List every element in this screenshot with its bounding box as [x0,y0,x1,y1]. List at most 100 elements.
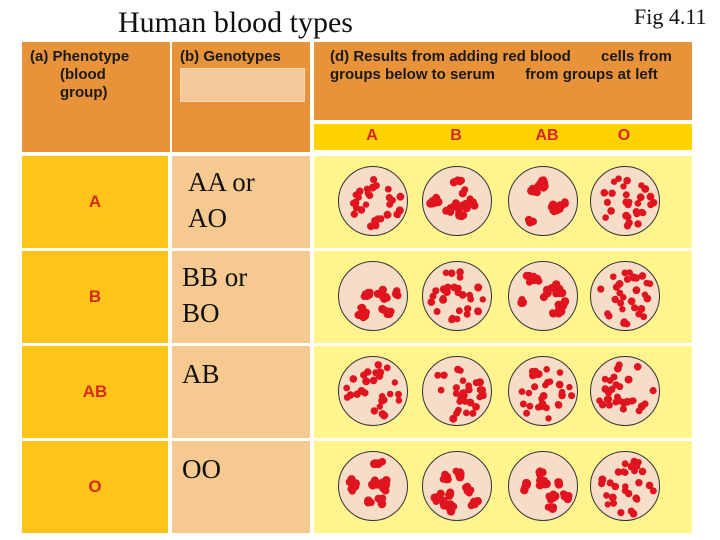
red-blood-cell [605,312,613,320]
blood-cells-icon [596,361,657,415]
red-blood-cell [368,183,377,192]
blood-cells-icon [517,271,570,318]
petri-dish-uniform [590,356,660,426]
red-blood-cell [531,383,539,391]
red-blood-cell [456,268,464,276]
red-blood-cell [457,176,464,184]
red-blood-cell [555,380,564,389]
results-header-line: from groups at left [525,66,658,83]
red-blood-cell [375,362,382,369]
red-blood-cell [461,398,469,405]
red-blood-cell [444,283,452,291]
red-blood-cell [611,295,619,304]
red-blood-cell [543,404,550,412]
genotype-line: AO [188,203,227,233]
red-blood-cell [529,371,537,380]
red-blood-cell [539,293,548,302]
red-blood-cell [549,205,558,215]
red-blood-cell [463,487,472,495]
red-blood-cell [637,305,646,313]
red-blood-cell [568,392,576,400]
red-blood-cell [462,204,471,213]
petri-dish-uniform [590,261,660,331]
red-blood-cell [623,275,632,283]
red-blood-cell [456,274,464,281]
red-blood-cell [597,285,605,293]
blood-cells-icon [598,457,657,518]
red-blood-cell [632,274,640,282]
blood-cells-icon [597,269,654,328]
red-blood-cell [459,377,467,384]
red-blood-cell [455,211,464,220]
red-blood-cell [361,389,369,397]
petri-dish-uniform [338,166,408,236]
red-blood-cell [429,292,437,300]
red-blood-cell [352,204,360,212]
red-blood-cell [608,189,616,197]
red-blood-cell [478,386,486,394]
red-blood-cell [620,183,627,190]
red-blood-cell [452,384,460,392]
genotype-cell-b: BB or BO [172,251,310,343]
blood-cells-icon [518,366,576,422]
red-blood-cell [395,397,403,404]
phenotype-header: (a) Phenotype (blood group) [22,42,170,152]
red-blood-cell [455,307,463,315]
red-blood-cell [610,273,617,280]
petri-dish-clumped [508,451,578,521]
petri-dish-uniform [590,166,660,236]
genotype-line: BB or [182,262,248,292]
phenotype-header-line: group) [60,84,108,101]
red-blood-cell [370,459,378,467]
red-blood-cell [614,468,623,476]
petri-dish-uniform [590,451,660,521]
red-blood-cell [525,389,533,397]
red-blood-cell [533,184,542,193]
red-blood-cell [457,367,464,374]
figure-label: Fig 4.11 [634,4,707,29]
red-blood-cell [433,308,441,315]
red-blood-cell [626,198,633,206]
red-blood-cell [603,492,610,499]
row-divider [22,438,692,441]
red-blood-cell [360,371,368,379]
red-blood-cell [555,401,563,409]
red-blood-cell [349,375,358,383]
red-blood-cell [353,390,361,398]
petri-dish-uniform [338,356,408,426]
blood-cells-icon [354,285,402,322]
genotypes-header-label: (b) Genotypes [180,48,281,65]
red-blood-cell [621,269,629,277]
blood-cells-icon [430,467,482,516]
red-blood-cell [351,198,360,207]
red-blood-cell [601,385,609,393]
red-blood-cell [612,381,620,389]
red-blood-cell [452,390,460,397]
red-blood-cell [617,509,625,517]
red-blood-cell [633,210,641,218]
red-blood-cell [523,409,531,417]
petri-dish-clumped [422,166,492,236]
blood-cells-icon [349,176,405,231]
phenotype-cell-b: B [22,251,168,343]
red-blood-cell [391,379,398,386]
red-blood-cell [602,214,609,221]
red-blood-cell [350,210,358,218]
red-blood-cell [631,304,639,312]
red-blood-cell [611,482,620,491]
red-blood-cell [362,377,371,386]
red-blood-cell [467,295,475,303]
red-blood-cell [378,397,386,405]
red-blood-cell [351,479,360,488]
red-blood-cell [625,489,633,498]
red-blood-cell [383,210,392,219]
red-blood-cell [540,479,549,488]
results-header: (d) Results from adding red blood cells … [314,42,692,120]
red-blood-cell [370,176,378,184]
red-blood-cell [638,467,647,476]
red-blood-cell [605,401,613,409]
red-blood-cell [638,182,645,189]
red-blood-cell [558,388,566,396]
red-blood-cell [619,306,626,313]
red-blood-cell [367,222,375,231]
